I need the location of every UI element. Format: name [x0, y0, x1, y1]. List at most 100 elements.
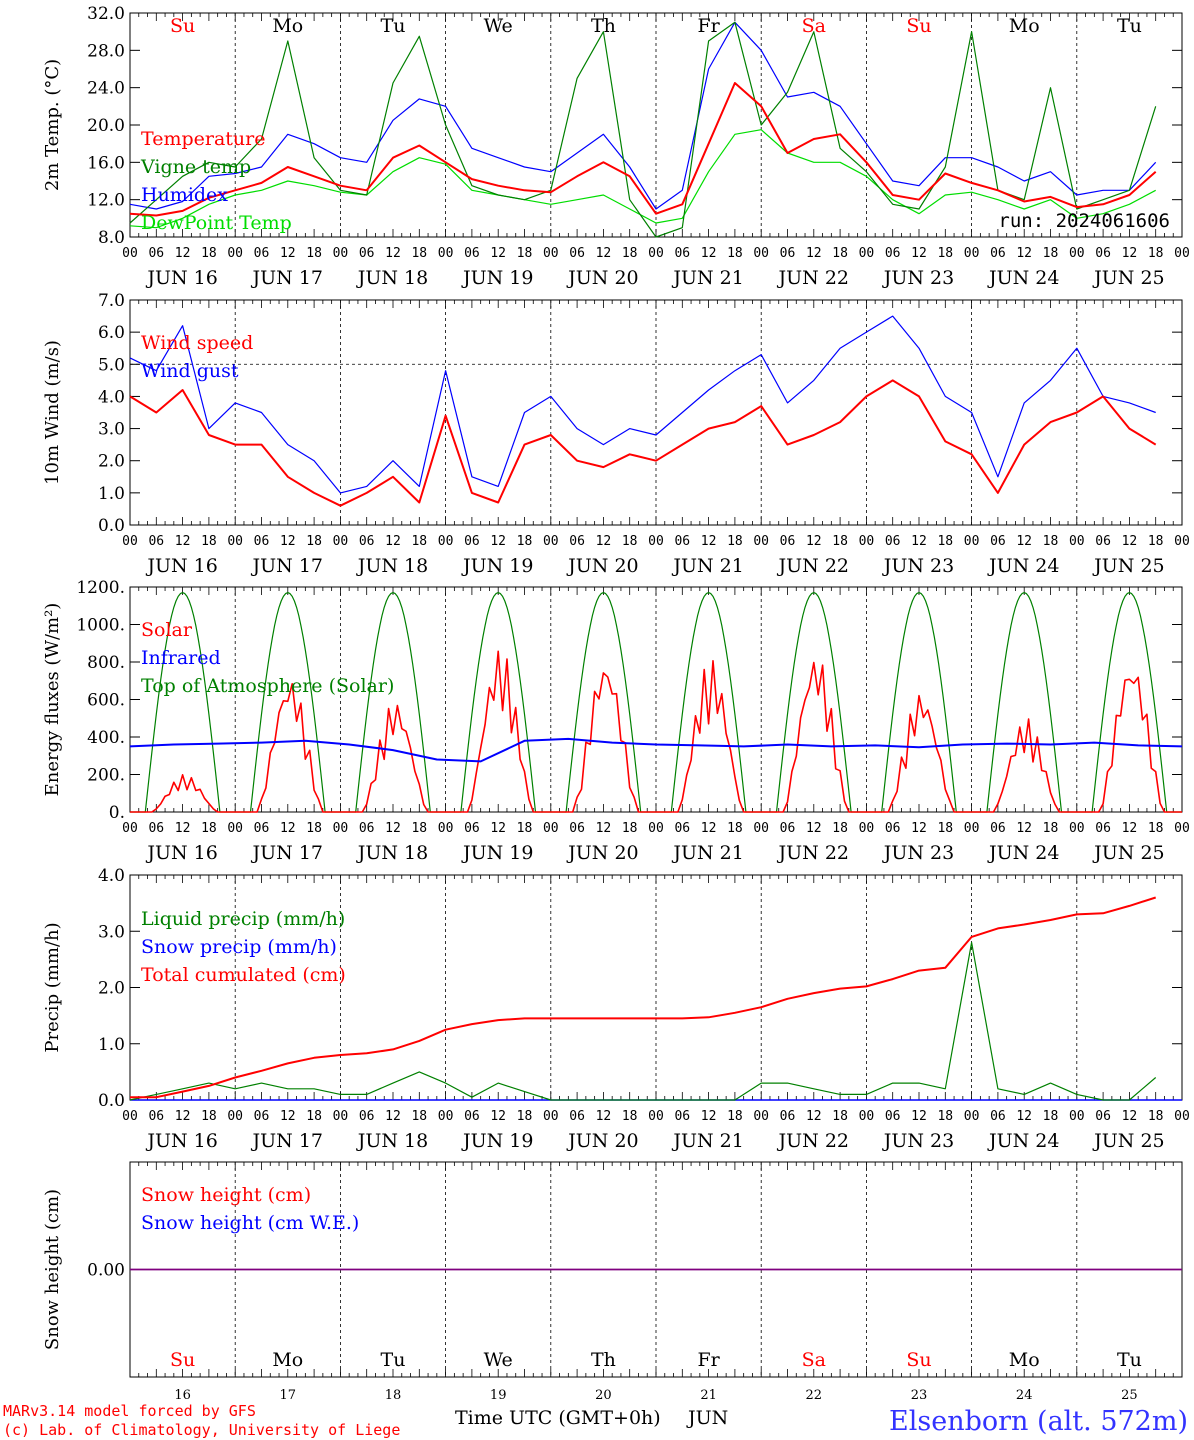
- y-tick-label: 0.00: [87, 1261, 125, 1281]
- weekday-label: Sa: [802, 15, 826, 37]
- day-label: JUN 19: [461, 267, 533, 289]
- hour-tick-label: 18: [622, 1109, 638, 1124]
- legend-entry: Total cumulated (cm): [141, 964, 346, 986]
- hour-tick-label: 06: [569, 821, 585, 836]
- hour-tick-label: 00: [964, 821, 980, 836]
- legend-entry: Snow height (cm): [141, 1184, 311, 1206]
- legend-entry: Temperature: [141, 128, 265, 150]
- solar-line: [130, 650, 1182, 813]
- y-axis: 1200. 1000. 800. 600. 400. 200. 0. Energy fluxe…: [42, 578, 1182, 823]
- day-label: JUN 17: [251, 267, 323, 289]
- hour-tick-label: 18: [937, 246, 953, 261]
- day-label: JUN 25: [1092, 267, 1164, 289]
- hour-tick-label: 06: [885, 246, 901, 261]
- hour-tick-label: 06: [674, 534, 690, 549]
- day-labels: JUN 16 JUN 17 JUN 18 JUN 19 JUN 20 JUN 21 JUN …: [145, 842, 1164, 864]
- hour-tick-label: 06: [885, 534, 901, 549]
- hour-tick-label: 12: [1016, 534, 1032, 549]
- liquid-precip-line: [129, 941, 1157, 1101]
- hour-tick-label: 00: [1069, 246, 1085, 261]
- y-axis: 4.0 3.0 2.0 1.0 0.0 Precip (mm/h): [42, 866, 1182, 1111]
- weekday-label: Su: [906, 15, 931, 37]
- hour-tick-label: 12: [701, 534, 717, 549]
- day-labels: JUN 16 JUN 17 JUN 18 JUN 19 JUN 20 JUN 21 JUN …: [145, 1130, 1164, 1152]
- hour-tick-label: 06: [359, 821, 375, 836]
- y-tick-label: 0.0: [98, 1091, 125, 1111]
- station-title: Elsenborn (alt. 572m): [889, 1406, 1188, 1437]
- weekday-label: Mo: [272, 15, 303, 37]
- hour-tick-label: 12: [385, 821, 401, 836]
- hour-tick-label: 06: [1095, 1109, 1111, 1124]
- hour-tick-label: 00: [859, 1109, 875, 1124]
- weekday-label: Su: [906, 1349, 931, 1371]
- hour-tick-label: 18: [622, 246, 638, 261]
- hour-tick-label: 00: [648, 1109, 664, 1124]
- hour-tick-label: 06: [464, 246, 480, 261]
- series-line: [129, 21, 1157, 210]
- hour-tick-label: 00: [1174, 246, 1190, 261]
- hour-tick-label: 06: [674, 1109, 690, 1124]
- hour-tick-label: 06: [148, 821, 164, 836]
- plot-frame: [129, 12, 1183, 238]
- hour-tick-label: 00: [333, 246, 349, 261]
- hour-tick-label: 00: [1069, 1109, 1085, 1124]
- model-credit: MARv3.14 model forced by GFS: [3, 1402, 256, 1420]
- day-label: JUN 16: [145, 1130, 217, 1152]
- day-label: JUN 17: [251, 555, 323, 577]
- hour-tick-label: 00: [543, 246, 559, 261]
- hour-tick-label: 00: [859, 534, 875, 549]
- weekday-label: Su: [170, 15, 195, 37]
- hour-tick-labels: 00 06 12 18 00 06 12 18 00 06 12 18 00 06 12 18 00 06 12 18…: [122, 246, 1190, 261]
- day-label: JUN 24: [987, 1130, 1059, 1152]
- hour-tick-label: 00: [543, 1109, 559, 1124]
- hour-tick-label: 18: [517, 821, 533, 836]
- hour-tick-label: 00: [1174, 1109, 1190, 1124]
- hour-tick-label: 18: [832, 246, 848, 261]
- hour-tick-label: 00: [122, 821, 138, 836]
- hour-tick-label: 06: [780, 1109, 796, 1124]
- hour-tick-label: 12: [175, 534, 191, 549]
- hour-tick-label: 18: [622, 821, 638, 836]
- hour-tick-label: 06: [569, 534, 585, 549]
- hour-tick-label: 06: [464, 534, 480, 549]
- day-label: JUN 17: [251, 842, 323, 864]
- hour-tick-labels: 00 06 12 18 00 06 12 18 00 06 12 18 00 06 12 18 00 06 12 18…: [122, 534, 1190, 549]
- hour-tick-label: 18: [306, 821, 322, 836]
- hour-tick-label: 06: [148, 246, 164, 261]
- hour-tick-label: 00: [648, 246, 664, 261]
- hour-tick-label: 18: [306, 246, 322, 261]
- hour-tick-label: 12: [701, 821, 717, 836]
- hour-tick-label: 06: [990, 1109, 1006, 1124]
- hour-tick-label: 12: [911, 246, 927, 261]
- y-tick-label: 12.0: [87, 191, 125, 211]
- hour-tick-label: 00: [1174, 821, 1190, 836]
- hour-tick-label: 18: [727, 534, 743, 549]
- day-numbers: 16 17 18 19 20 21 22 23 24 25: [174, 1388, 1137, 1403]
- hour-tick-label: 18: [937, 534, 953, 549]
- hour-tick-label: 12: [1016, 1109, 1032, 1124]
- hour-tick-label: 12: [280, 534, 296, 549]
- legend-entry: Liquid precip (mm/h): [141, 908, 345, 930]
- day-number: 17: [280, 1388, 297, 1403]
- day-label: JUN 16: [145, 267, 217, 289]
- hour-tick-label: 18: [727, 821, 743, 836]
- hour-tick-label: 18: [517, 1109, 533, 1124]
- weekday-label: Mo: [272, 1349, 303, 1371]
- y-tick-label: 6.0: [98, 323, 125, 343]
- hour-tick-label: 12: [1122, 246, 1138, 261]
- hour-tick-label: 06: [885, 1109, 901, 1124]
- hour-tick-label: 06: [674, 821, 690, 836]
- weekday-label: Sa: [802, 1349, 826, 1371]
- day-labels: JUN 16 JUN 17 JUN 18 JUN 19 JUN 20 JUN 21 JUN …: [145, 555, 1164, 577]
- hour-tick-label: 06: [780, 534, 796, 549]
- hour-tick-label: 00: [753, 534, 769, 549]
- day-label: JUN 19: [461, 555, 533, 577]
- hour-tick-label: 00: [438, 246, 454, 261]
- series-line: [129, 315, 1156, 494]
- plot-frame: [129, 299, 1183, 526]
- day-number: 16: [174, 1388, 191, 1403]
- hour-tick-label: 00: [543, 534, 559, 549]
- y-axis-label: 10m Wind (m/s): [42, 340, 63, 485]
- hour-tick-label: 00: [333, 1109, 349, 1124]
